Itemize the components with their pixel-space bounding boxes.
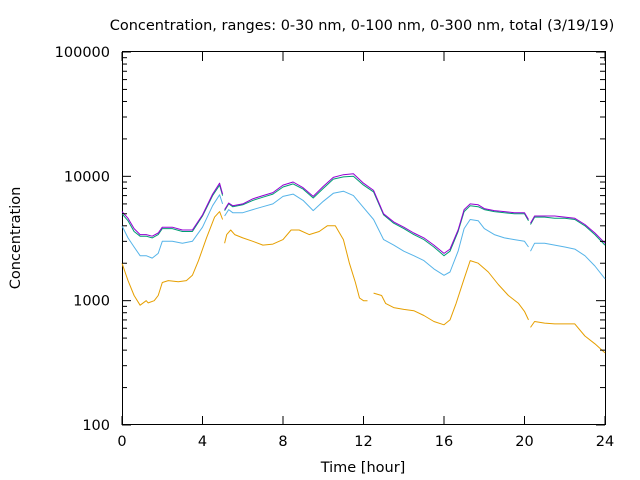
x-tick-label: 16 bbox=[435, 434, 453, 450]
y-axis-label: Concentration bbox=[8, 187, 24, 290]
series-2-line bbox=[224, 175, 529, 257]
series-0-line bbox=[373, 260, 529, 326]
series-0-line bbox=[530, 321, 606, 354]
x-tick-label: 8 bbox=[278, 434, 287, 450]
series-1-line bbox=[224, 190, 529, 276]
series-2-line bbox=[121, 184, 224, 239]
series-0-line bbox=[224, 225, 368, 302]
series-layer bbox=[121, 173, 606, 354]
x-axis-label: Time [hour] bbox=[320, 460, 406, 476]
y-tick-label: 10000 bbox=[64, 169, 110, 185]
y-tick-label: 100 bbox=[82, 418, 110, 434]
series-3-line bbox=[530, 215, 606, 244]
x-tick-label: 4 bbox=[198, 434, 207, 450]
x-tick-label: 12 bbox=[354, 434, 372, 450]
series-1-line bbox=[530, 242, 606, 280]
y-tick-label: 1000 bbox=[73, 294, 110, 310]
y-tick-label: 100000 bbox=[55, 45, 110, 61]
axis-ticks: 0 4 8 12 16 20 24 100 1000 10000 100000 bbox=[55, 45, 615, 450]
x-tick-label: 0 bbox=[117, 434, 126, 450]
series-2-line bbox=[530, 216, 606, 246]
series-1-line bbox=[121, 194, 224, 259]
x-tick-label: 24 bbox=[596, 434, 614, 450]
x-tick-label: 20 bbox=[515, 434, 533, 450]
series-3-line bbox=[121, 182, 224, 237]
series-3-line bbox=[224, 173, 529, 254]
series-0-line bbox=[121, 211, 224, 306]
chart-title: Concentration, ranges: 0-30 nm, 0-100 nm… bbox=[110, 18, 615, 34]
